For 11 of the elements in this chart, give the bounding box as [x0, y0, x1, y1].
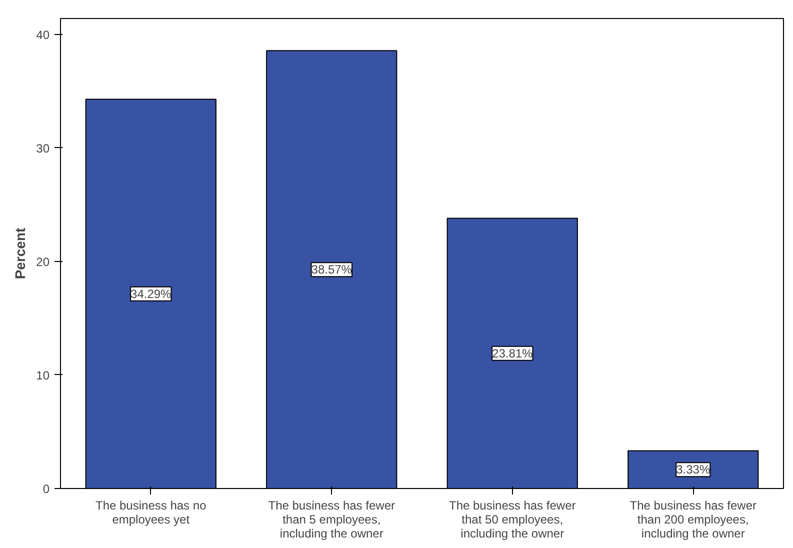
x-tick-label: The business has no employees yet [96, 498, 207, 526]
y-tick-label: 40 [36, 28, 50, 42]
data-label: 3.33% [676, 462, 710, 477]
x-tick-label: The business has fewer than 5 employees, including the owner [268, 498, 395, 540]
y-tick-label: 10 [36, 368, 50, 382]
x-tick-label: The business has fewer that 50 employees, including the owner [449, 498, 576, 540]
x-tick-label: The business has fewer than 200 employees, including the owner [630, 498, 756, 540]
y-tick-label: 30 [36, 141, 50, 156]
y-tick-label: 0 [42, 482, 50, 496]
y-tick-label: 20 [36, 254, 50, 269]
y-axis-title: Percent [12, 227, 28, 280]
